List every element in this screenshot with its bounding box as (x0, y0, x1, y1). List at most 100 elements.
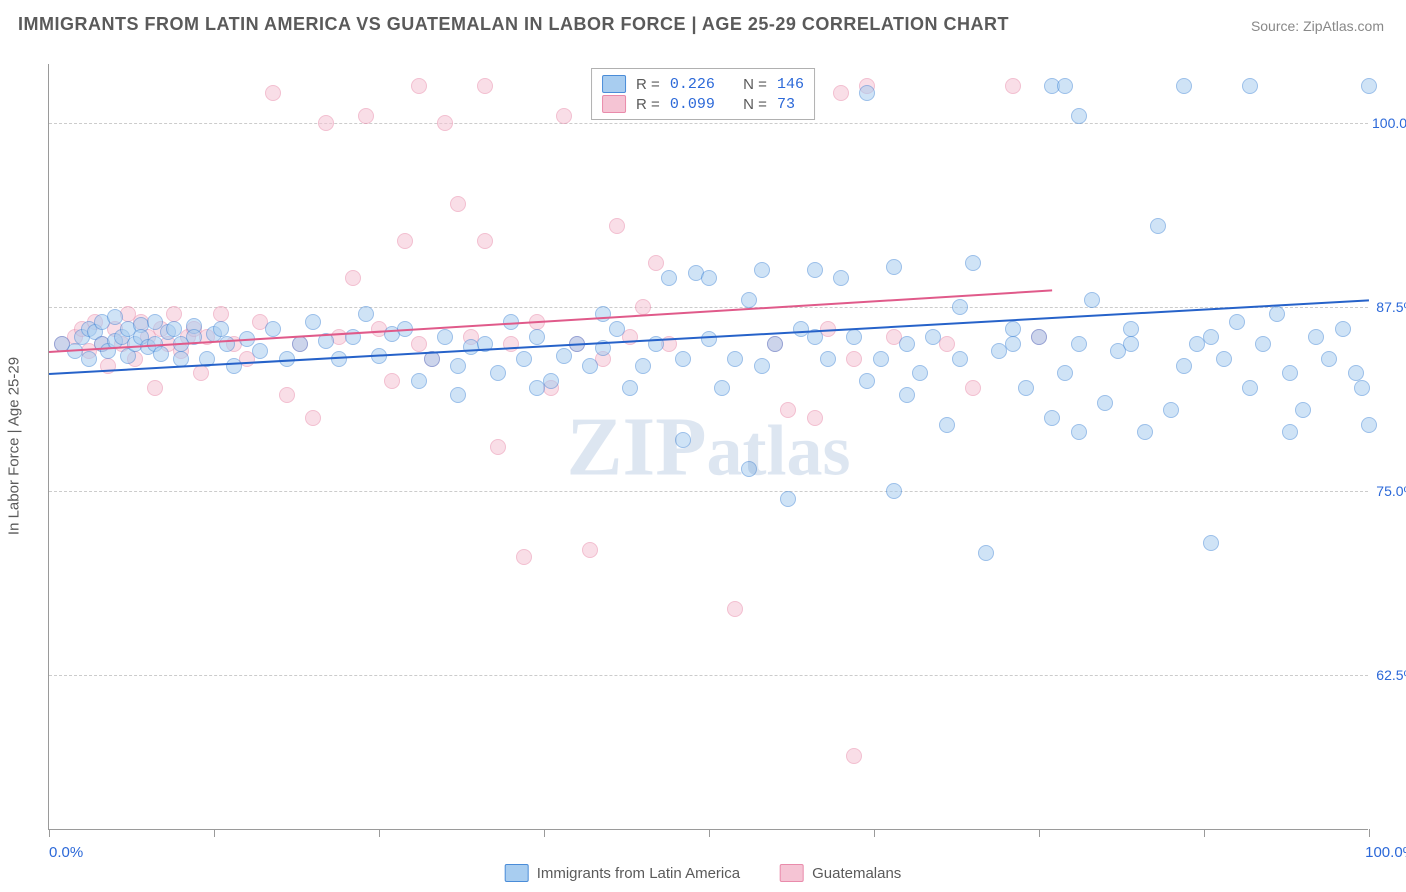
data-point (1242, 380, 1258, 396)
data-point (173, 351, 189, 367)
data-point (556, 108, 572, 124)
data-point (714, 380, 730, 396)
data-point (846, 329, 862, 345)
data-point (846, 748, 862, 764)
x-tick (709, 829, 710, 837)
data-point (727, 601, 743, 617)
source-attribution: Source: ZipAtlas.com (1251, 18, 1384, 34)
x-tick (49, 829, 50, 837)
data-point (153, 346, 169, 362)
data-point (1123, 321, 1139, 337)
data-point (358, 108, 374, 124)
data-point (925, 329, 941, 345)
data-point (490, 365, 506, 381)
data-point (1348, 365, 1364, 381)
x-tick (874, 829, 875, 837)
data-point (1018, 380, 1034, 396)
data-point (1335, 321, 1351, 337)
data-point (1269, 306, 1285, 322)
data-point (1150, 218, 1166, 234)
data-point (1005, 78, 1021, 94)
data-point (1242, 78, 1258, 94)
data-point (886, 483, 902, 499)
data-point (252, 343, 268, 359)
data-point (529, 380, 545, 396)
x-tick (544, 829, 545, 837)
data-point (1071, 424, 1087, 440)
data-point (279, 387, 295, 403)
legend-swatch (780, 864, 804, 882)
data-point (556, 348, 572, 364)
data-point (437, 115, 453, 131)
data-point (1216, 351, 1232, 367)
data-point (833, 270, 849, 286)
x-tick (1204, 829, 1205, 837)
data-point (820, 351, 836, 367)
data-point (1123, 336, 1139, 352)
stat-n-value: 73 (777, 96, 795, 113)
data-point (226, 358, 242, 374)
data-point (1176, 358, 1192, 374)
data-point (305, 314, 321, 330)
gridline (49, 123, 1368, 124)
data-point (952, 299, 968, 315)
plot-area: ZIPatlas 62.5%75.0%87.5%100.0%0.0%100.0% (48, 64, 1368, 830)
data-point (609, 321, 625, 337)
data-point (477, 78, 493, 94)
series-legend: Immigrants from Latin America Guatemalans (505, 864, 902, 882)
data-point (1097, 395, 1113, 411)
data-point (1295, 402, 1311, 418)
stat-label: N = (743, 96, 767, 113)
data-point (833, 85, 849, 101)
chart-title: IMMIGRANTS FROM LATIN AMERICA VS GUATEMA… (18, 14, 1009, 35)
x-tick (1369, 829, 1370, 837)
stat-r-value: 0.099 (670, 96, 715, 113)
data-point (411, 373, 427, 389)
stat-label: R = (636, 76, 660, 93)
data-point (1071, 336, 1087, 352)
stat-n-value: 146 (777, 76, 804, 93)
y-tick-label: 75.0% (1372, 483, 1406, 499)
data-point (1057, 78, 1073, 94)
gridline (49, 307, 1368, 308)
gridline (49, 675, 1368, 676)
data-point (582, 542, 598, 558)
legend-label: Immigrants from Latin America (537, 865, 740, 882)
x-tick (379, 829, 380, 837)
data-point (1282, 424, 1298, 440)
data-point (767, 336, 783, 352)
data-point (807, 410, 823, 426)
data-point (939, 417, 955, 433)
legend-item: Guatemalans (780, 864, 901, 882)
data-point (635, 299, 651, 315)
data-point (345, 270, 361, 286)
data-point (846, 351, 862, 367)
data-point (648, 255, 664, 271)
data-point (1203, 329, 1219, 345)
data-point (81, 351, 97, 367)
stat-label: R = (636, 96, 660, 113)
data-point (1005, 336, 1021, 352)
x-max-label: 100.0% (1365, 844, 1406, 861)
data-point (516, 351, 532, 367)
y-axis-label: In Labor Force | Age 25-29 (6, 357, 23, 535)
y-tick-label: 62.5% (1372, 667, 1406, 683)
y-tick-label: 87.5% (1372, 299, 1406, 315)
data-point (952, 351, 968, 367)
chart-container: IMMIGRANTS FROM LATIN AMERICA VS GUATEMA… (0, 0, 1406, 892)
data-point (490, 439, 506, 455)
data-point (609, 218, 625, 234)
data-point (318, 115, 334, 131)
data-point (219, 336, 235, 352)
legend-label: Guatemalans (812, 865, 901, 882)
x-min-label: 0.0% (49, 844, 83, 861)
data-point (1057, 365, 1073, 381)
data-point (265, 321, 281, 337)
data-point (582, 358, 598, 374)
legend-swatch (602, 95, 626, 113)
data-point (701, 331, 717, 347)
data-point (727, 351, 743, 367)
x-tick (214, 829, 215, 837)
data-point (622, 380, 638, 396)
stats-row: R = 0.099 N = 73 (602, 95, 804, 113)
